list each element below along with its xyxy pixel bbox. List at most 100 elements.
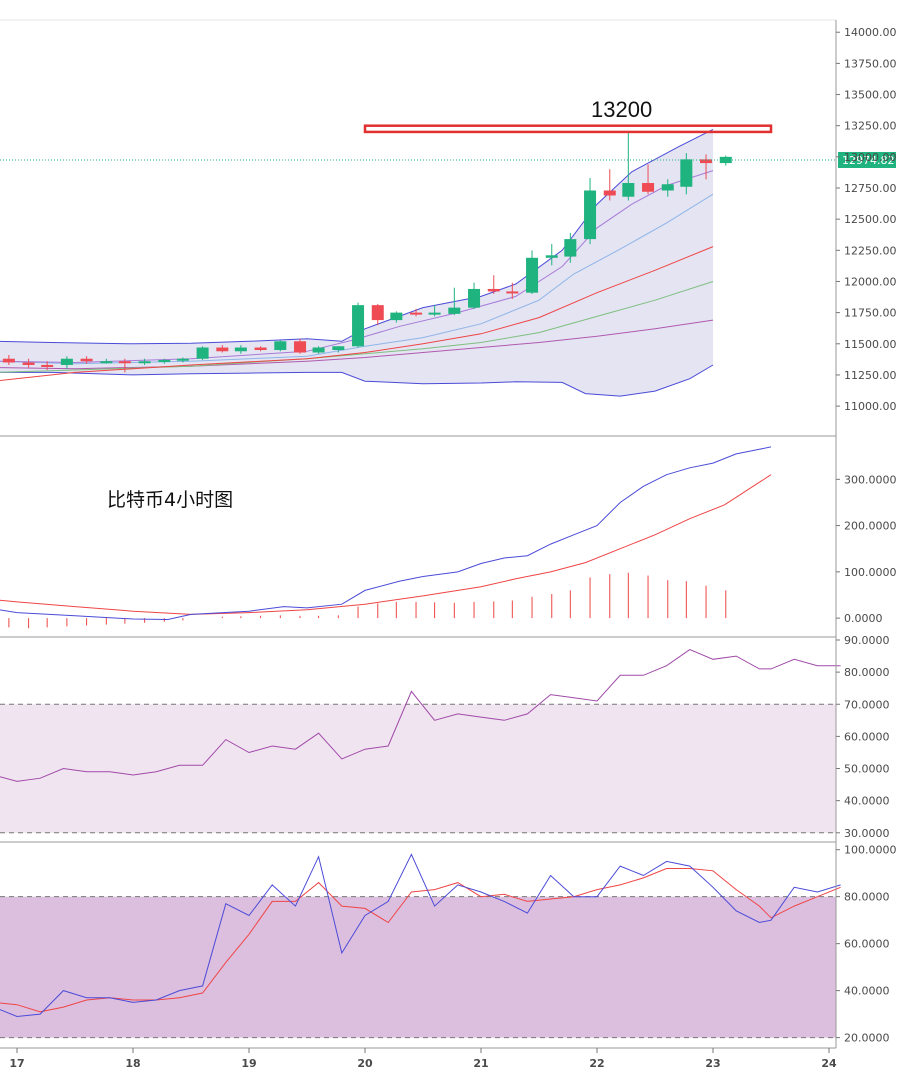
rsi-panel[interactable] [0,649,841,834]
stoch-k-line [0,853,841,1018]
candle[interactable] [410,308,423,317]
candle[interactable] [138,358,151,365]
candle[interactable] [80,356,93,364]
candle-body [254,347,267,351]
candle-body [352,305,365,347]
stoch-band [0,896,836,1038]
macd-panel[interactable] [0,446,772,629]
candle-body [526,257,539,293]
rsi-tick-label: 30.0000 [844,827,890,840]
candle-body [234,347,247,352]
candle[interactable] [2,354,15,365]
rsi-tick-label: 70.0000 [844,698,890,711]
candle[interactable] [603,169,616,201]
candle[interactable] [274,340,287,352]
candle[interactable] [118,358,131,373]
x-tick-label: 18 [125,1057,140,1070]
macd-signal-line [0,474,772,615]
candle[interactable] [100,358,113,364]
candle[interactable] [487,275,500,294]
candle-body [371,305,384,321]
candle[interactable] [176,357,189,363]
price-tick-label: 11750.00 [844,307,897,320]
rsi-tick-label: 80.0000 [844,666,890,679]
candle[interactable] [41,361,54,370]
candle[interactable] [448,287,461,316]
rsi-band [0,704,836,833]
rsi-tick-label: 90.0000 [844,634,890,647]
candle[interactable] [680,153,693,195]
price-tick-label: 13750.00 [844,57,897,70]
candle[interactable] [564,232,577,263]
candle-body [410,312,423,315]
price-tick-label: 13000.00 [844,151,897,164]
candle[interactable] [700,154,713,180]
candle-body [176,358,189,361]
candle[interactable] [196,346,209,360]
candle-body [80,358,93,362]
candle-body [332,346,345,351]
price-panel[interactable]: 12974.82 [0,124,896,397]
candle[interactable] [352,302,365,348]
candle[interactable] [642,164,655,195]
macd-tick-label: 100.0000 [844,566,897,579]
rsi-tick-label: 60.0000 [844,730,890,743]
macd-tick-label: 300.0000 [844,473,897,486]
candle-body [661,184,674,191]
candle[interactable] [371,303,384,326]
candle[interactable] [622,131,635,201]
candle-body [196,347,209,359]
candle[interactable] [60,356,73,369]
candle[interactable] [390,311,403,323]
candle[interactable] [158,358,171,364]
candle[interactable] [294,338,307,354]
candle[interactable] [526,250,539,294]
candle[interactable] [428,305,441,317]
candle[interactable] [468,282,481,309]
candle[interactable] [719,155,732,166]
candle[interactable] [216,345,229,353]
candle[interactable] [234,345,247,354]
stoch-tick-label: 60.0000 [844,938,890,951]
price-tick-label: 13250.00 [844,120,897,133]
macd-line [0,446,772,621]
price-tick-label: 12500.00 [844,213,897,226]
axes: 14000.00 13750.00 13500.00 13250.00 13000.00… [0,20,897,1070]
bollinger-lower-line [0,364,714,397]
candle[interactable] [312,346,325,354]
candle-body [642,183,655,192]
macd-tick-label: 0.0000 [844,612,883,625]
candle-body [138,361,151,364]
price-tick-label: 12750.00 [844,182,897,195]
x-tick-label: 20 [357,1057,373,1070]
candle[interactable] [584,178,597,245]
stochastic-panel[interactable] [0,853,841,1039]
price-tick-label: 11000.00 [844,400,897,413]
candle[interactable] [661,179,674,197]
x-tick-label: 23 [705,1057,720,1070]
stoch-tick-label: 20.0000 [844,1032,890,1045]
stoch-tick-label: 80.0000 [844,891,890,904]
candle[interactable] [506,282,519,299]
stoch-tick-label: 100.0000 [844,844,897,857]
candle[interactable] [22,358,35,368]
candle-body [584,190,597,240]
candle[interactable] [545,244,558,266]
candle[interactable] [332,346,345,353]
chart-text: 比特币4小时图 13200 [107,97,652,511]
annotation-rectangle[interactable] [363,124,773,134]
candle-body [312,347,325,353]
candle[interactable] [254,346,267,352]
candle-body [506,291,519,294]
price-tick-label: 13500.00 [844,89,897,102]
candle-body [158,359,171,362]
rsi-tick-label: 40.0000 [844,795,890,808]
current-price-label: 12974.82 [842,154,895,167]
stoch-tick-label: 40.0000 [844,985,890,998]
candle-body [448,307,461,314]
current-price-tag [838,151,896,168]
candle-body [274,341,287,351]
x-tick-label: 24 [821,1057,837,1070]
annotation-label: 13200 [591,97,652,122]
